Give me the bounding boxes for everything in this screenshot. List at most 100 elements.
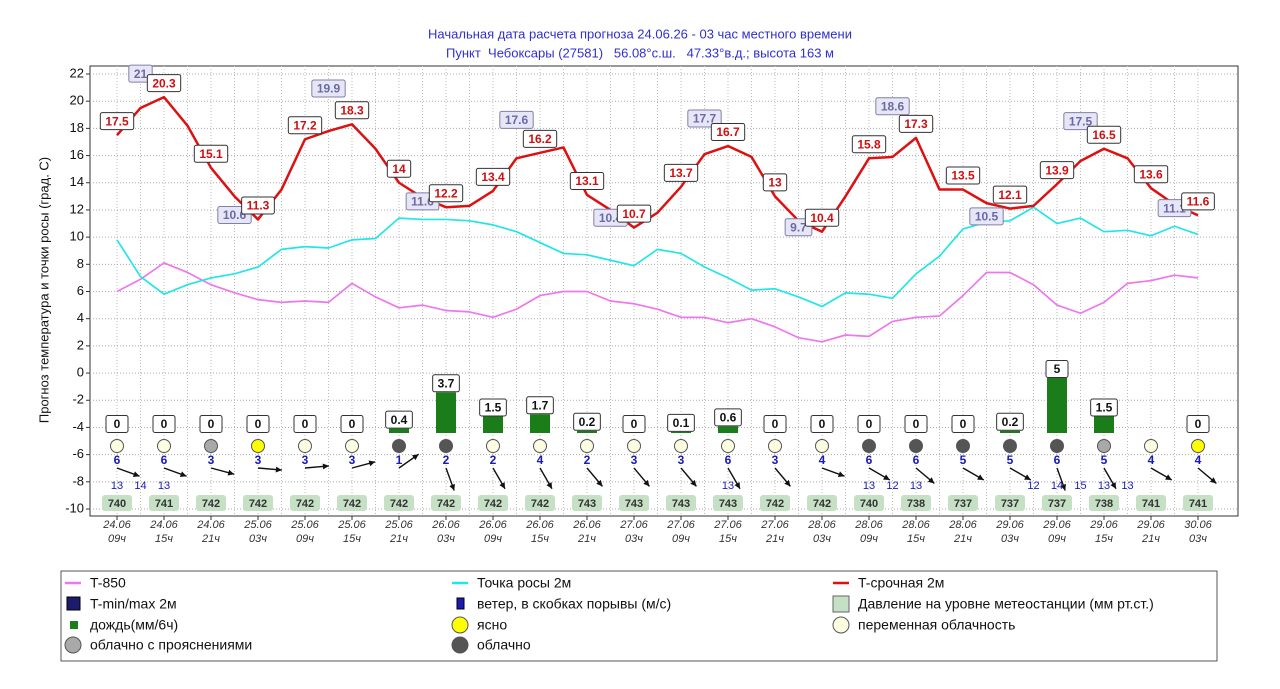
data-label-box	[569, 171, 605, 190]
precip-label: 0	[293, 415, 317, 433]
y-tick-label: 20	[70, 93, 84, 108]
wind-gust: 13	[722, 480, 734, 492]
precip-label-label: 0	[866, 417, 873, 431]
series-line	[116, 206, 1199, 308]
precip-bar	[718, 426, 738, 433]
precip-label-box	[432, 374, 460, 393]
wind-arrow-head	[690, 479, 697, 487]
data-label: 12.2	[428, 184, 464, 203]
pressure-label: 743	[578, 498, 596, 510]
wind-speed: 4	[819, 453, 826, 467]
wind-speed: 5	[1007, 453, 1014, 467]
y-tick-label: -4	[72, 419, 84, 434]
legend-label: Точка росы 2м	[477, 575, 571, 591]
min-max-label: 11.6	[411, 195, 434, 209]
wind-gust: 13	[1121, 480, 1133, 492]
pressure-label: 741	[1142, 498, 1160, 510]
data-label-label: 18.3	[340, 103, 364, 117]
precip-label-label: 0	[913, 417, 920, 431]
data-label: 16.2	[522, 129, 558, 148]
wind-speed: 6	[866, 453, 873, 467]
precip-label-box	[1186, 415, 1210, 433]
data-label-box	[945, 166, 981, 185]
data-label-label: 13	[768, 176, 782, 190]
data-label-box	[386, 159, 412, 178]
precip-label: 0.2	[573, 412, 601, 431]
data-label: 17.2	[287, 116, 323, 135]
data-label-box	[99, 112, 135, 131]
legend-swatch	[70, 621, 78, 629]
x-tick-label: 24.06 15ч	[150, 519, 178, 545]
wind-arrow-head	[1110, 482, 1116, 489]
pressure-label: 742	[766, 498, 784, 510]
cloud-icon	[862, 439, 876, 453]
min-max: 18.6	[875, 97, 910, 116]
precip-label-label: 0.2	[1002, 415, 1019, 429]
pressure-box	[337, 495, 367, 511]
y-tick-label: 6	[77, 283, 84, 298]
wind-arrow-head	[596, 479, 603, 487]
precip-label-box	[199, 415, 223, 433]
precip-bar	[1047, 378, 1067, 433]
data-label-box	[616, 204, 652, 223]
data-label-label: 13.6	[1139, 167, 1163, 181]
pressure-box	[478, 495, 508, 511]
pressure-box	[102, 495, 132, 511]
y-tick-label: 8	[77, 256, 84, 271]
min-max-box	[875, 97, 910, 116]
data-label: 20.3	[146, 74, 182, 93]
data-label-label: 10.7	[622, 207, 646, 221]
data-label-box	[428, 184, 464, 203]
pressure-box	[149, 495, 179, 511]
precip-label-box	[152, 415, 176, 433]
pressure-label: 742	[813, 498, 831, 510]
pressure-box	[290, 495, 320, 511]
wind-arrow-head	[643, 479, 650, 487]
cloud-icon	[439, 439, 453, 453]
pressure-label: 743	[625, 498, 643, 510]
pressure-box	[854, 495, 884, 511]
pressure-label: 741	[155, 498, 173, 510]
cloud-icon	[721, 439, 735, 453]
wind-arrow-head	[734, 482, 740, 489]
wind-arrow-head	[275, 466, 282, 473]
x-tick-label: 28.06 21ч	[949, 519, 977, 545]
min-max-label: 10.5	[975, 210, 999, 224]
wind-arrow-head	[1165, 474, 1172, 480]
legend-label: облачно	[477, 637, 531, 653]
pressure-label: 743	[719, 498, 737, 510]
legend-swatch	[66, 596, 81, 611]
wind-arrow-head	[977, 474, 984, 480]
min-max: 10.5	[969, 207, 1004, 226]
x-tick-label: 28.06 03ч	[808, 519, 836, 545]
y-tick-label: -10	[65, 500, 84, 515]
wind-arrow-head	[1209, 477, 1217, 484]
data-label: 11.6	[1181, 192, 1215, 211]
wind-arrow-head	[837, 471, 845, 477]
wind-speed: 3	[772, 453, 779, 467]
precip-label-box	[246, 415, 270, 433]
x-tick-label: 26.06 09ч	[479, 519, 507, 545]
pressure-label: 740	[108, 498, 126, 510]
data-label-box	[146, 74, 182, 93]
wind-arrow-head	[927, 477, 935, 484]
y-tick-label: 0	[77, 365, 84, 380]
cloud-icon	[1097, 439, 1111, 453]
data-label-label: 16.7	[716, 125, 740, 139]
x-tick-label: 30.06 03ч	[1184, 519, 1212, 545]
precip-label-label: 0	[349, 417, 356, 431]
precip-label-box	[479, 398, 507, 417]
precip-label-label: 0	[1195, 417, 1202, 431]
data-label: 13.9	[1039, 161, 1075, 180]
precip-bar	[1094, 416, 1114, 433]
y-tick-label: 2	[77, 337, 84, 352]
legend-label: T-850	[90, 575, 126, 591]
wind-arrow-head	[412, 454, 419, 461]
data-label-label: 17.2	[293, 118, 317, 132]
precip-label-box	[1045, 360, 1069, 378]
data-label: 14	[386, 159, 412, 178]
min-max: 19.9	[311, 79, 346, 98]
pressure-box	[713, 495, 743, 511]
legend-swatch	[451, 636, 469, 654]
precip-bar	[389, 428, 409, 433]
